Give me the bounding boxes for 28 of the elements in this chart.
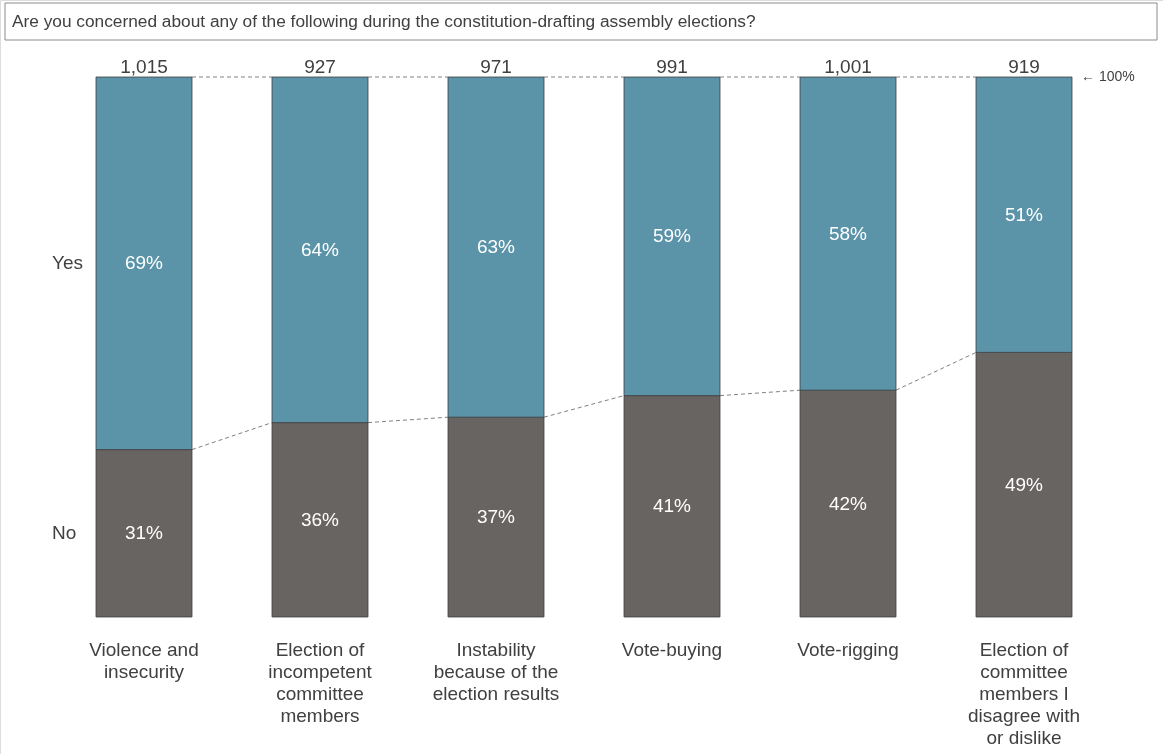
- data-label: 58%: [828, 222, 868, 244]
- annotation: 1,015: [120, 56, 168, 77]
- series-label: No: [52, 522, 77, 544]
- annotation: 1,001: [824, 56, 872, 77]
- annotation: ← 100%: [1081, 68, 1135, 84]
- data-label: 37%: [476, 506, 516, 528]
- data-label: 69%: [124, 252, 164, 274]
- series-label: Yes: [52, 252, 83, 274]
- data-label: 64%: [300, 238, 340, 260]
- data-label: 59%: [652, 225, 692, 247]
- x-tick-label: Instability because of the election results: [432, 639, 560, 704]
- data-label: 49%: [1004, 473, 1044, 495]
- annotation: 919: [1008, 56, 1040, 77]
- x-tick-label: Violence and insecurity: [89, 639, 199, 682]
- x-tick-label: Election of incompetent committee members: [268, 639, 373, 726]
- x-tick-label: Vote-rigging: [797, 639, 899, 660]
- data-label: 63%: [476, 236, 516, 258]
- x-tick-label: Election of committee members I disagree with or dislike: [968, 639, 1080, 748]
- annotation: 971: [480, 56, 512, 77]
- x-tick-label: Vote-buying: [621, 639, 723, 660]
- data-label: 41%: [652, 495, 692, 517]
- chart-title: Are you concerned about any of the following during the constitution-drafting assembly elections?: [12, 11, 756, 31]
- data-label: 36%: [300, 508, 340, 530]
- data-label: 51%: [1004, 203, 1044, 225]
- data-label: 31%: [124, 522, 164, 544]
- annotation: 991: [656, 56, 688, 77]
- data-label: 42%: [828, 492, 868, 514]
- annotation: 927: [304, 56, 336, 77]
